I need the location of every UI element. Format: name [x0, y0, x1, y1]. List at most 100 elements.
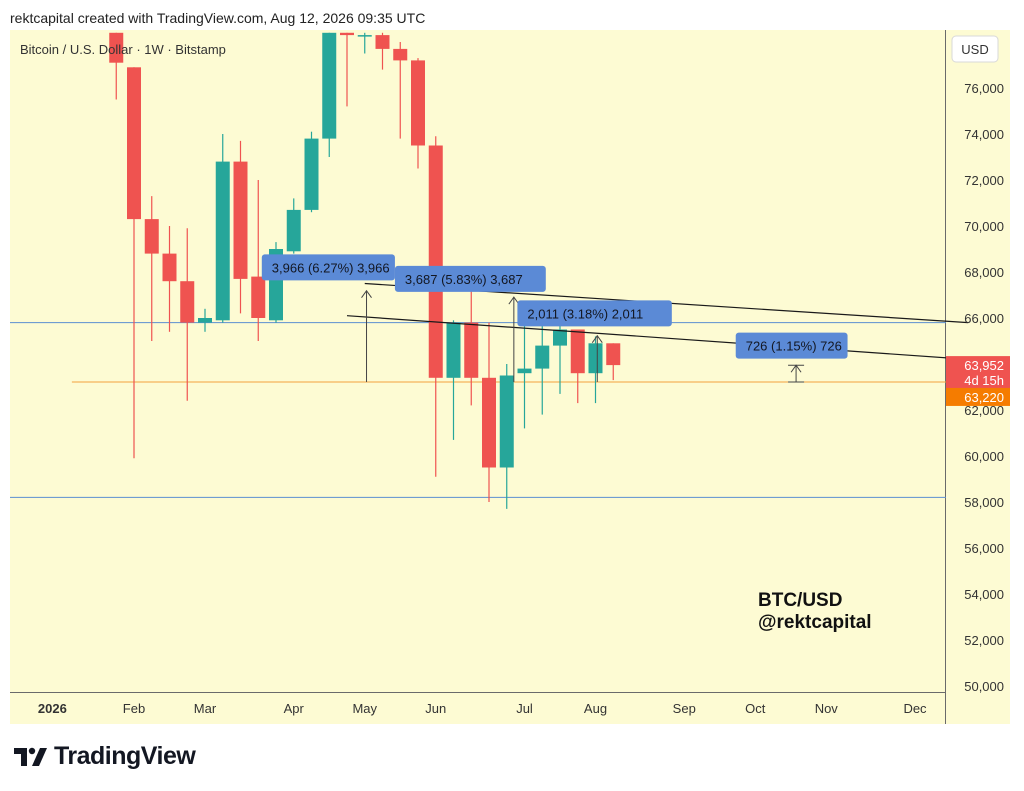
- measure-label: 726 (1.15%) 726: [746, 339, 842, 354]
- candle-body: [375, 35, 390, 49]
- measure-label-box: [735, 332, 848, 359]
- candle: [233, 140, 248, 314]
- symbol-label: Bitcoin / U.S. Dollar · 1W · Bitstamp: [20, 42, 226, 57]
- y-tick-label: 52,000: [964, 633, 1004, 648]
- measure-arrow-head: [361, 289, 372, 299]
- last-price-label: 63,952: [964, 358, 1004, 373]
- candle-body: [357, 35, 372, 37]
- candle-body: [109, 32, 124, 63]
- header-title: rektcapital created with TradingView.com…: [10, 10, 426, 26]
- measure-annotation: 726 (1.15%) 726: [735, 332, 848, 383]
- candle: [393, 42, 408, 139]
- candle-body: [570, 329, 585, 374]
- measure-annotation: 3,966 (6.27%) 3,966: [261, 254, 395, 382]
- candle-body: [606, 343, 621, 366]
- candle-body: [162, 253, 177, 282]
- candle: [499, 364, 514, 509]
- y-tick-label: 50,000: [964, 679, 1004, 694]
- tradingview-logo[interactable]: TradingView: [14, 742, 196, 771]
- currency-label: USD: [961, 42, 988, 57]
- candle: [144, 196, 159, 341]
- y-tick-label: 70,000: [964, 219, 1004, 234]
- level-price-label: 63,220: [964, 390, 1004, 405]
- measure-label: 2,011 (3.18%) 2,011: [527, 306, 643, 321]
- candle-body: [180, 281, 195, 323]
- trendline: [346, 315, 969, 360]
- currency-button[interactable]: [951, 35, 999, 63]
- candle: [180, 228, 195, 401]
- measure-arrow-head: [591, 334, 603, 343]
- candle: [446, 320, 461, 440]
- candle: [535, 318, 550, 415]
- measure-label-box: [517, 300, 672, 327]
- candle: [482, 322, 496, 502]
- tradingview-logo-text: TradingView: [54, 742, 196, 770]
- measure-annotation: 2,011 (3.18%) 2,011: [517, 300, 672, 382]
- y-tick-label: 58,000: [964, 495, 1004, 510]
- x-axis-label: Aug: [584, 701, 607, 716]
- candle-body: [464, 322, 479, 378]
- x-axis-label: Mar: [194, 701, 217, 716]
- candle-body: [144, 219, 159, 254]
- candle-body: [127, 67, 141, 220]
- time-axis-background[interactable]: [10, 692, 946, 724]
- watermark-pair: BTC/USD: [758, 590, 842, 611]
- candle: [286, 198, 301, 254]
- x-axis-label: Sep: [673, 701, 696, 716]
- candle: [411, 58, 425, 169]
- x-axis-label: May: [352, 701, 377, 716]
- candle: [357, 32, 372, 54]
- candle-body: [446, 322, 461, 378]
- candle-body: [517, 368, 532, 374]
- y-tick-label: 74,000: [964, 127, 1004, 142]
- candle-body: [588, 343, 603, 374]
- candle-body: [393, 48, 408, 61]
- tradingview-logo-icon: [14, 747, 47, 766]
- watermark-author: @rektcapital: [758, 612, 872, 633]
- candle: [127, 67, 141, 459]
- candle-body: [499, 375, 514, 468]
- candle-body: [340, 32, 354, 36]
- last-price-countdown: 4d 15h: [964, 373, 1004, 388]
- x-axis-label: Nov: [815, 701, 839, 716]
- x-axis-label: Oct: [745, 701, 766, 716]
- candle: [570, 329, 585, 404]
- y-tick-label: 68,000: [964, 265, 1004, 280]
- candle-body: [411, 60, 425, 146]
- candle: [428, 136, 443, 477]
- candle-body: [535, 345, 550, 369]
- candle-body: [286, 209, 301, 252]
- candle-body: [482, 377, 496, 468]
- candle: [340, 32, 354, 107]
- candle-body: [251, 276, 266, 318]
- candle: [322, 32, 337, 157]
- measure-label-box: [261, 254, 395, 281]
- candle-body: [198, 318, 212, 323]
- last-price-tag: [946, 356, 1010, 391]
- candle-body: [233, 161, 248, 279]
- measure-label: 3,966 (6.27%) 3,966: [272, 260, 390, 275]
- candle: [198, 308, 212, 332]
- candle: [109, 32, 124, 100]
- candle: [215, 134, 230, 323]
- x-axis-label: Feb: [123, 701, 145, 716]
- y-tick-label: 76,000: [964, 81, 1004, 96]
- y-tick-label: 72,000: [964, 173, 1004, 188]
- x-axis-label: Apr: [284, 701, 305, 716]
- measure-annotation: 3,687 (5.83%) 3,687: [394, 265, 546, 382]
- x-axis-label: Jul: [516, 701, 533, 716]
- x-axis-label: 2026: [38, 701, 67, 716]
- candle: [464, 290, 479, 406]
- measure-label: 3,687 (5.83%) 3,687: [405, 272, 523, 287]
- candle: [553, 320, 567, 394]
- x-axis-label: Jun: [425, 701, 446, 716]
- y-tick-label: 66,000: [964, 311, 1004, 326]
- candle: [269, 242, 283, 323]
- candle: [251, 180, 266, 341]
- x-axis-label: Dec: [903, 701, 927, 716]
- chart-frame[interactable]: 3,966 (6.27%) 3,966 3,687 (5.83%) 3,687 2,…: [10, 30, 1010, 724]
- measure-label-box: [394, 265, 546, 292]
- price-chart[interactable]: 3,966 (6.27%) 3,966 3,687 (5.83%) 3,687 2,…: [10, 30, 1010, 724]
- candle-body: [215, 161, 230, 321]
- candle-body: [322, 32, 337, 139]
